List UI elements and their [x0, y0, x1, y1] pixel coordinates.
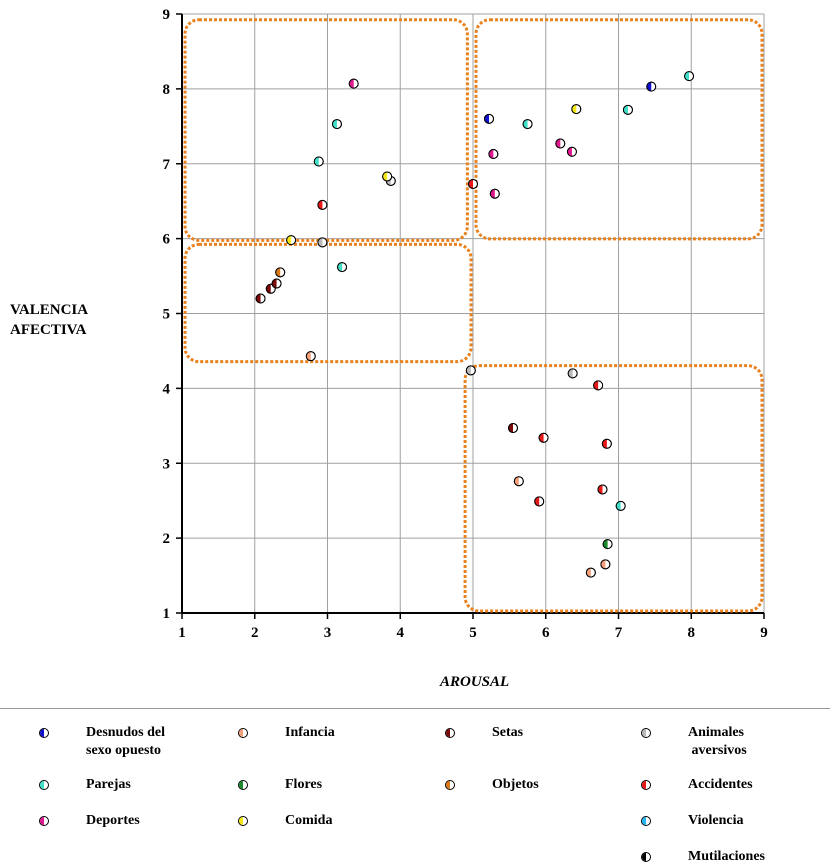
- data-point: [382, 171, 393, 182]
- x-tick-label: 5: [469, 625, 477, 641]
- data-point: [484, 113, 495, 124]
- y-tick-label: 9: [163, 7, 171, 23]
- x-tick-label: 9: [760, 625, 768, 641]
- legend-label: Desnudos del sexo opuesto: [86, 725, 165, 758]
- legend-marker: [641, 780, 651, 790]
- legend-marker: [238, 728, 248, 738]
- data-point: [317, 199, 328, 210]
- data-point: [468, 178, 478, 189]
- data-point: [538, 432, 549, 443]
- legend-marker: [39, 728, 49, 738]
- data-point: [567, 368, 578, 379]
- data-point: [488, 149, 499, 160]
- legend-marker: [641, 728, 651, 738]
- data-point: [465, 365, 476, 376]
- data-point: [317, 237, 328, 248]
- data-point: [571, 104, 582, 115]
- data-point: [271, 278, 282, 289]
- data-point: [255, 293, 266, 304]
- data-point: [348, 78, 359, 89]
- data-point: [646, 81, 657, 92]
- legend-divider: [0, 708, 830, 709]
- legend-marker: [39, 780, 49, 790]
- legend-marker: [238, 780, 248, 790]
- legend-label: Objetos: [492, 777, 539, 792]
- data-point: [555, 138, 566, 149]
- data-point: [597, 484, 608, 495]
- data-point: [615, 500, 626, 511]
- x-tick-label: 3: [324, 625, 332, 641]
- legend-marker: [445, 780, 455, 790]
- scatter-chart: 1 2 3 4 5 6 7 8 9 1 2 3 4 5 6 7 8 9: [163, 7, 768, 641]
- data-point: [522, 119, 533, 130]
- data-point: [600, 559, 611, 570]
- data-point: [286, 235, 297, 246]
- y-tick-label: 8: [163, 82, 171, 98]
- legend-label: Mutilaciones: [688, 849, 765, 864]
- y-tick-label: 3: [163, 456, 171, 472]
- data-point: [601, 438, 612, 449]
- data-point: [489, 188, 500, 199]
- data-point: [331, 119, 342, 130]
- highlight-box: [183, 242, 473, 364]
- legend-label: Accidentes: [688, 777, 753, 792]
- legend-marker: [238, 816, 248, 826]
- data-point: [513, 476, 524, 487]
- data-point: [593, 380, 604, 391]
- data-point: [622, 104, 633, 115]
- y-tick-label: 1: [163, 606, 171, 622]
- x-tick-label: 6: [542, 625, 550, 641]
- x-tick-label: 1: [178, 625, 186, 641]
- legend-marker: [39, 816, 49, 826]
- data-point: [585, 567, 596, 578]
- legend-marker: [641, 852, 651, 862]
- legend: Desnudos del sexo opuesto Infancia Setas Ani…: [0, 720, 830, 867]
- legend-label: Setas: [492, 725, 524, 740]
- x-tick-label: 8: [688, 625, 696, 641]
- legend-label: Parejas: [86, 777, 131, 792]
- highlight-box: [463, 364, 764, 613]
- data-point: [337, 262, 348, 273]
- legend-label: Flores: [285, 777, 323, 792]
- data-point: [602, 539, 613, 550]
- data-point: [684, 71, 695, 82]
- y-tick-label: 6: [163, 232, 171, 248]
- data-point: [534, 496, 545, 507]
- y-tick-label: 2: [163, 531, 171, 547]
- x-tick-label: 4: [397, 625, 405, 641]
- y-axis-label-line-1: VALENCIA: [10, 302, 89, 318]
- legend-label: Infancia: [285, 725, 335, 740]
- y-axis-label-line-2: AFECTIVA: [10, 322, 87, 338]
- y-tick-label: 7: [163, 157, 171, 173]
- data-point: [566, 146, 577, 157]
- data-point: [305, 351, 316, 362]
- x-axis-label: AROUSAL: [440, 674, 510, 690]
- y-axis-label: VALENCIA AFECTIVA: [10, 300, 88, 340]
- data-point: [508, 423, 519, 434]
- y-tick-label: 5: [163, 307, 171, 323]
- highlight-box: [474, 18, 764, 241]
- legend-label: Comida: [285, 813, 333, 828]
- legend-label: Deportes: [86, 813, 140, 828]
- x-tick-label: 7: [615, 625, 623, 641]
- legend-marker: [641, 816, 651, 826]
- y-tick-label: 4: [163, 381, 171, 397]
- x-tick-label: 2: [251, 625, 259, 641]
- legend-label: Violencia: [688, 813, 744, 828]
- data-point: [313, 156, 324, 167]
- data-point: [275, 267, 286, 278]
- legend-label: Animales aversivos: [688, 725, 747, 758]
- legend-marker: [445, 728, 455, 738]
